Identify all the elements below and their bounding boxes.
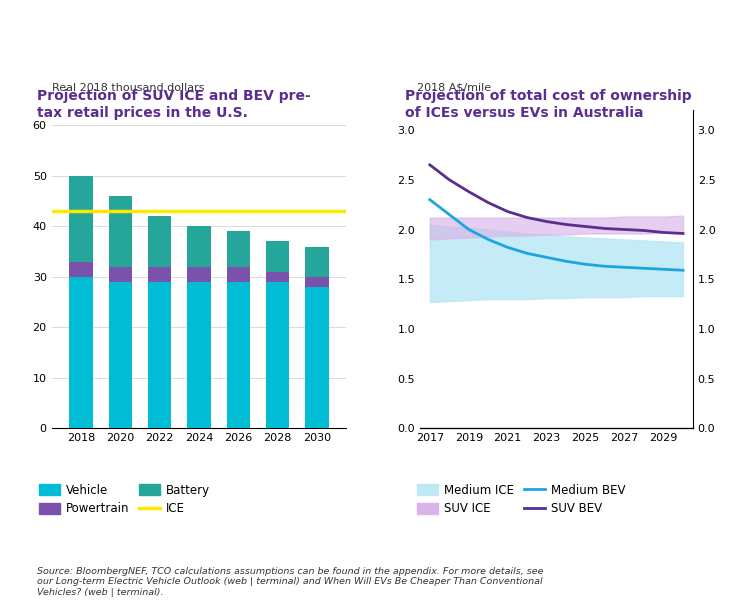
Legend: Vehicle, Powertrain, Battery, ICE: Vehicle, Powertrain, Battery, ICE [34,479,214,520]
Bar [226,231,250,267]
Bar [305,247,329,277]
Bar [148,267,172,282]
Bar [108,282,132,428]
Bar [69,277,93,428]
Bar [226,267,250,282]
Text: Real 2018 thousand dollars: Real 2018 thousand dollars [52,83,204,92]
Bar [108,267,132,282]
Bar [187,282,211,428]
Bar [69,262,93,277]
Bar [148,282,172,428]
Bar [148,216,172,267]
Bar [187,226,211,267]
Bar [266,282,290,428]
Bar [266,272,290,282]
Bar [266,242,290,272]
Bar [187,267,211,282]
Bar [305,287,329,428]
Bar [108,196,132,267]
Text: Projection of SUV ICE and BEV pre-
tax retail prices in the U.S.: Projection of SUV ICE and BEV pre- tax r… [37,89,310,120]
Bar [226,282,250,428]
Text: Source: BloombergNEF, TCO calculations assumptions can be found in the appendix.: Source: BloombergNEF, TCO calculations a… [37,567,543,597]
Bar [69,176,93,262]
Text: Projection of total cost of ownership
of ICEs versus EVs in Australia: Projection of total cost of ownership of… [405,89,692,120]
Legend: Medium ICE, SUV ICE, Medium BEV, SUV BEV: Medium ICE, SUV ICE, Medium BEV, SUV BEV [413,479,630,520]
Text: 2018 A$/mile: 2018 A$/mile [417,83,492,92]
Bar [305,277,329,287]
